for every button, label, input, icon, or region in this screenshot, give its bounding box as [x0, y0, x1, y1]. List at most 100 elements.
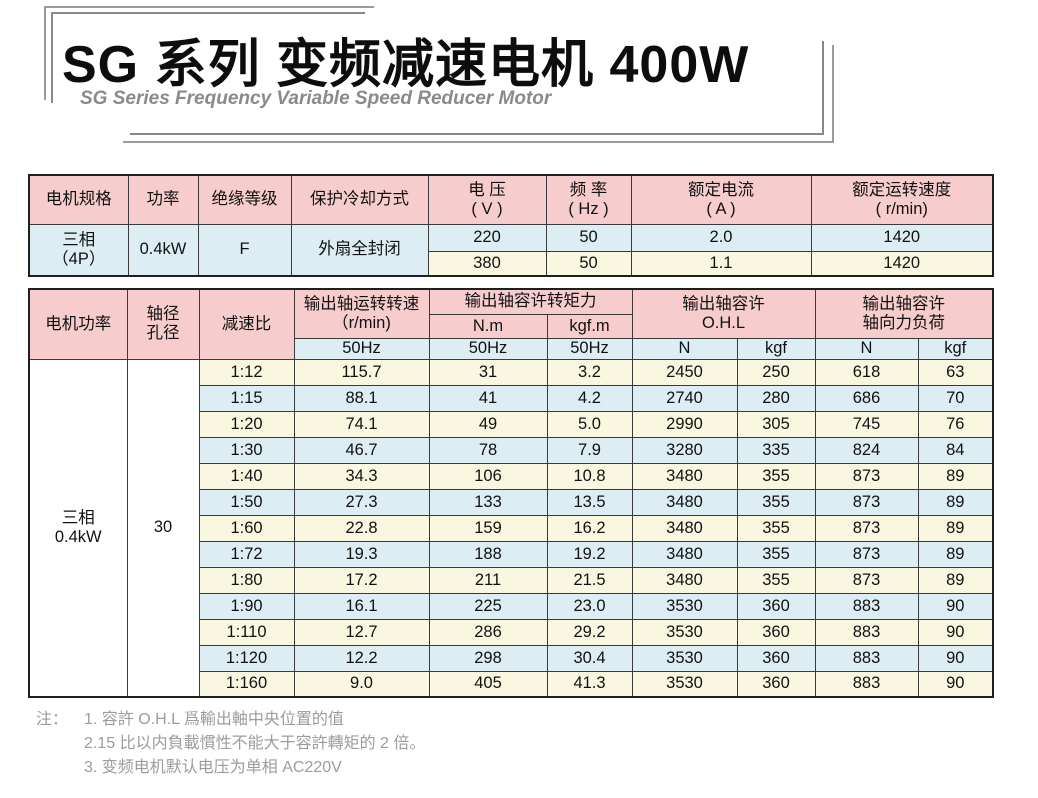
header-rated-current: 额定电流 ( A ) — [630, 174, 812, 225]
footnotes-label: 注： — [36, 711, 69, 728]
insulation-cell: F — [197, 223, 292, 277]
cell-axial-kgf: 89 — [917, 566, 994, 594]
cell-torque-kgfm-50hz: 7.9 — [546, 436, 633, 464]
cell-torque-nm-50hz: 159 — [428, 514, 548, 542]
reducer-header-row-2: N.m kgf.m — [29, 313, 993, 339]
cell-ohl-kgf: 355 — [736, 540, 816, 568]
header-shaft-bore: 轴径 孔径 — [126, 288, 200, 360]
cell-ohl-kgf: 355 — [736, 566, 816, 594]
motor-power-cell: 三相 0.4kW — [28, 358, 128, 698]
cell-axial-n: 873 — [814, 514, 919, 542]
cell-axial-n: 618 — [814, 358, 919, 386]
cell-torque-nm-50hz: 41 — [428, 384, 548, 412]
cell-torque-kgfm-50hz: 30.4 — [546, 644, 633, 672]
header-ratio: 减速比 — [198, 288, 295, 360]
cell-speed: 1420 — [810, 223, 994, 252]
header-ohl-kgf: kgf — [736, 337, 816, 360]
cell-torque-nm-50hz: 298 — [428, 644, 548, 672]
reducer-table-row: 1:80 17.2 211 21.5 3480 355 873 89 — [29, 566, 994, 594]
cell-ratio: 1:50 — [198, 488, 295, 516]
cell-ohl-n: 3480 — [631, 462, 738, 490]
page-subtitle: SG Series Frequency Variable Speed Reduc… — [80, 88, 552, 109]
header-torque-kgfm: kgf.m — [546, 313, 633, 339]
cell-torque-kgfm-50hz: 23.0 — [546, 592, 633, 620]
cell-ohl-kgf: 335 — [736, 436, 816, 464]
protection-cell: 外扇全封闭 — [290, 223, 429, 277]
cell-ratio: 1:12 — [198, 358, 295, 386]
cell-torque-kgfm-50hz: 41.3 — [546, 670, 633, 698]
header-insulation-class: 绝缘等级 — [197, 174, 292, 225]
cell-axial-n: 745 — [814, 410, 919, 438]
cell-axial-n: 873 — [814, 540, 919, 568]
cell-axial-n: 883 — [814, 618, 919, 646]
cell-axial-kgf: 89 — [917, 488, 994, 516]
cell-axial-n: 873 — [814, 462, 919, 490]
cell-torque-nm-50hz: 78 — [428, 436, 548, 464]
header-nm-50hz: 50Hz — [428, 337, 548, 360]
reducer-header-row-3: 50Hz 50Hz 50Hz N kgf N kgf — [29, 337, 994, 360]
cell-output-speed-50hz: 12.2 — [293, 644, 430, 672]
footnote-1: 1. 容許 O.H.L 爲輸出軸中央位置的值 — [84, 711, 344, 728]
cell-output-speed-50hz: 88.1 — [293, 384, 430, 412]
reducer-table-row: 1:110 12.7 286 29.2 3530 360 883 90 — [29, 618, 994, 646]
cell-axial-kgf: 76 — [917, 410, 994, 438]
cell-axial-kgf: 90 — [917, 644, 994, 672]
reducer-table-row: 1:15 88.1 41 4.2 2740 280 686 70 — [29, 384, 994, 412]
cell-axial-kgf: 63 — [917, 358, 994, 386]
cell-torque-kgfm-50hz: 21.5 — [546, 566, 633, 594]
reducer-table-row: 三相 0.4kW 30 1:12 115.7 31 3.2 2450 250 618 63 — [28, 358, 994, 698]
cell-ohl-n: 3530 — [631, 618, 738, 646]
cell-torque-kgfm-50hz: 29.2 — [546, 618, 633, 646]
reducer-table-row: 1:72 19.3 188 19.2 3480 355 873 89 — [29, 540, 994, 568]
motor-spec-table: 电机规格 功率 绝缘等级 保护冷却方式 电 压 ( V ) 频 率 ( Hz )… — [28, 174, 994, 277]
header-rated-speed: 额定运转速度 ( r/min) — [810, 174, 994, 225]
cell-ohl-kgf: 305 — [736, 410, 816, 438]
cell-axial-n: 873 — [814, 566, 919, 594]
cell-axial-n: 883 — [814, 670, 919, 698]
cell-output-speed-50hz: 115.7 — [293, 358, 430, 386]
reducer-table-row: 1:40 34.3 106 10.8 3480 355 873 89 — [29, 462, 994, 490]
spec-row-220v: 三相 （4P） 0.4kW F 外扇全封闭 220 50 2.0 1420 — [28, 223, 994, 277]
cell-torque-kgfm-50hz: 5.0 — [546, 410, 633, 438]
cell-torque-nm-50hz: 133 — [428, 488, 548, 516]
cell-output-speed-50hz: 27.3 — [293, 488, 430, 516]
cell-output-speed-50hz: 74.1 — [293, 410, 430, 438]
cell-output-speed-50hz: 16.1 — [293, 592, 430, 620]
cell-ohl-kgf: 360 — [736, 592, 816, 620]
motor-spec-cell: 三相 （4P） — [28, 223, 129, 277]
cell-voltage: 380 — [427, 250, 547, 277]
header-torque-nm: N.m — [428, 313, 548, 339]
cell-output-speed-50hz: 46.7 — [293, 436, 430, 464]
cell-ohl-kgf: 250 — [736, 358, 816, 386]
header-speed-50hz: 50Hz — [293, 337, 430, 360]
cell-frequency: 50 — [545, 223, 632, 252]
header-motor-spec: 电机规格 — [28, 174, 129, 225]
cell-ohl-kgf: 355 — [736, 462, 816, 490]
cell-ohl-n: 3480 — [631, 566, 738, 594]
cell-output-speed-50hz: 34.3 — [293, 462, 430, 490]
header-output-speed: 输出轴运转转速 （r/min) — [293, 288, 430, 339]
cell-voltage: 220 — [427, 223, 547, 252]
header-ohl: 输出轴容许 O.H.L — [631, 288, 816, 339]
cell-ohl-n: 2740 — [631, 384, 738, 412]
cell-torque-nm-50hz: 286 — [428, 618, 548, 646]
cell-ohl-n: 2990 — [631, 410, 738, 438]
cell-ratio: 1:30 — [198, 436, 295, 464]
reducer-table-row: 1:20 74.1 49 5.0 2990 305 745 76 — [29, 410, 994, 438]
cell-ratio: 1:160 — [198, 670, 295, 698]
cell-axial-kgf: 84 — [917, 436, 994, 464]
cell-ohl-n: 3280 — [631, 436, 738, 464]
cell-ratio: 1:15 — [198, 384, 295, 412]
cell-torque-nm-50hz: 31 — [428, 358, 548, 386]
cell-ratio: 1:80 — [198, 566, 295, 594]
cell-axial-kgf: 89 — [917, 514, 994, 542]
cell-ratio: 1:40 — [198, 462, 295, 490]
cell-ohl-kgf: 360 — [736, 644, 816, 672]
cell-ohl-kgf: 360 — [736, 670, 816, 698]
cell-ohl-kgf: 355 — [736, 488, 816, 516]
header-motor-power: 电机功率 — [28, 288, 128, 360]
cell-ohl-kgf: 360 — [736, 618, 816, 646]
cell-ratio: 1:120 — [198, 644, 295, 672]
cell-ohl-n: 3480 — [631, 514, 738, 542]
cell-torque-kgfm-50hz: 19.2 — [546, 540, 633, 568]
